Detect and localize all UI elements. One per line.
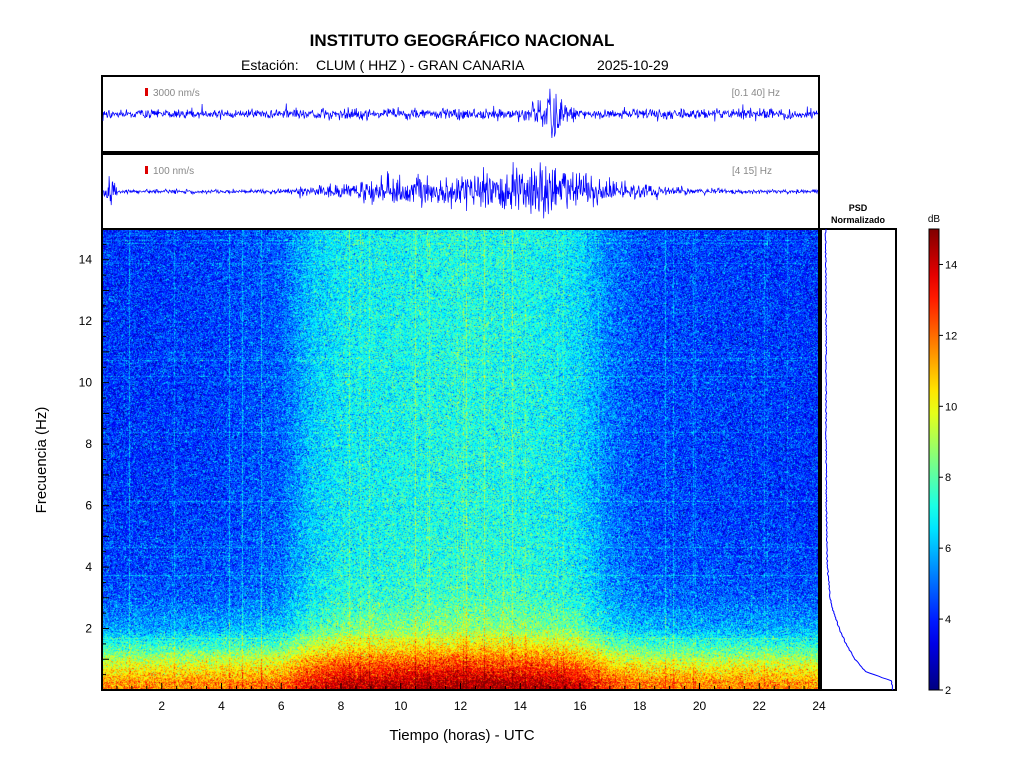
waveform-broadband-panel: 3000 nm/s [0.1 40] Hz	[101, 75, 820, 153]
waveform-filtered-band-label: [4 15] Hz	[732, 166, 772, 177]
colorbar-panel: dB 2 4 6 8 10 12 14	[928, 214, 957, 697]
station-name: CLUM ( HHZ ) - GRAN CANARIA	[316, 57, 525, 73]
x-tick-label: 6	[278, 699, 285, 713]
waveform-broadband-scale-mark	[145, 88, 148, 96]
y-tick-label: 8	[85, 437, 92, 451]
waveform-broadband-trace	[102, 88, 819, 139]
y-tick-label: 6	[85, 499, 92, 513]
colorbar-tick-label: 6	[945, 543, 951, 555]
y-tick-label: 14	[79, 253, 93, 267]
x-tick-label: 22	[753, 699, 767, 713]
x-tick-label: 4	[218, 699, 225, 713]
spectrogram-y-axis: 2 4 6 8 10 12 14	[79, 228, 109, 691]
y-tick-label: 2	[85, 622, 92, 636]
psd-subtitle: Normalizado	[831, 215, 886, 225]
station-label: Estación:	[241, 57, 299, 73]
psd-title: PSD	[849, 203, 868, 213]
x-tick-label: 18	[633, 699, 647, 713]
waveform-broadband-band-label: [0.1 40] Hz	[732, 88, 780, 99]
y-tick-label: 4	[85, 560, 92, 574]
colorbar-tick-label: 8	[945, 472, 951, 484]
colorbar-tick-label: 14	[945, 259, 957, 271]
colorbar-tick-label: 10	[945, 401, 957, 413]
x-tick-label: 16	[573, 699, 587, 713]
x-tick-label: 24	[812, 699, 826, 713]
waveform-filtered-trace	[102, 162, 819, 219]
waveform-filtered-panel: 100 nm/s [4 15] Hz	[101, 153, 820, 230]
x-tick-label: 12	[454, 699, 468, 713]
colorbar-tick-label: 4	[945, 614, 951, 626]
waveform-broadband-scale-label: 3000 nm/s	[153, 88, 200, 99]
spectrogram-x-axis: 2 4 6 8 10 12 14 16 18 20 22 24	[101, 683, 826, 713]
waveform-filtered-scale-mark	[145, 166, 148, 174]
x-tick-label: 14	[514, 699, 528, 713]
y-tick-label: 10	[79, 376, 93, 390]
y-tick-label: 12	[79, 314, 93, 328]
colorbar-gradient	[928, 228, 940, 691]
colorbar-axis: 2 4 6 8 10 12 14	[939, 259, 957, 697]
colorbar-unit: dB	[928, 214, 941, 225]
waveform-filtered-scale-label: 100 nm/s	[153, 166, 194, 177]
x-tick-label: 20	[693, 699, 707, 713]
colorbar-tick-label: 12	[945, 330, 957, 342]
spectrogram-image-holder	[102, 229, 819, 690]
x-tick-label: 10	[394, 699, 408, 713]
y-axis-label: Frecuencia (Hz)	[33, 407, 50, 514]
psd-frame	[820, 228, 897, 691]
x-tick-label: 8	[338, 699, 345, 713]
colorbar-tick-label: 2	[945, 685, 951, 697]
plot-date: 2025-10-29	[597, 57, 669, 73]
x-tick-label: 2	[158, 699, 165, 713]
psd-panel: PSD Normalizado	[820, 203, 897, 691]
psd-curve	[824, 228, 894, 691]
x-axis-label: Tiempo (horas) - UTC	[389, 727, 534, 744]
figure-title: INSTITUTO GEOGRÁFICO NACIONAL	[310, 31, 615, 50]
